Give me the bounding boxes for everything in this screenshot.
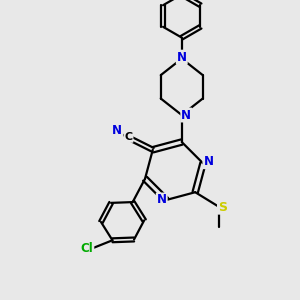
Text: S: S (218, 201, 227, 214)
Text: N: N (157, 194, 167, 206)
Text: N: N (203, 155, 213, 168)
Text: Cl: Cl (81, 242, 93, 255)
Text: N: N (112, 124, 122, 137)
Text: N: N (177, 51, 187, 64)
Text: N: N (181, 109, 191, 122)
Text: C: C (124, 132, 133, 142)
